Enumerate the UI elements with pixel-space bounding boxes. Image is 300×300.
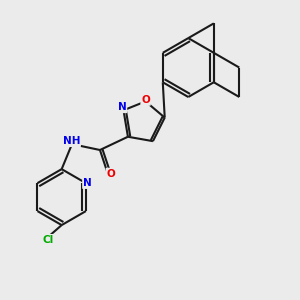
- Text: Cl: Cl: [43, 235, 54, 245]
- Text: N: N: [83, 178, 92, 188]
- Text: O: O: [141, 95, 150, 105]
- Text: NH: NH: [63, 136, 80, 146]
- Text: N: N: [118, 102, 126, 112]
- Text: O: O: [106, 169, 115, 178]
